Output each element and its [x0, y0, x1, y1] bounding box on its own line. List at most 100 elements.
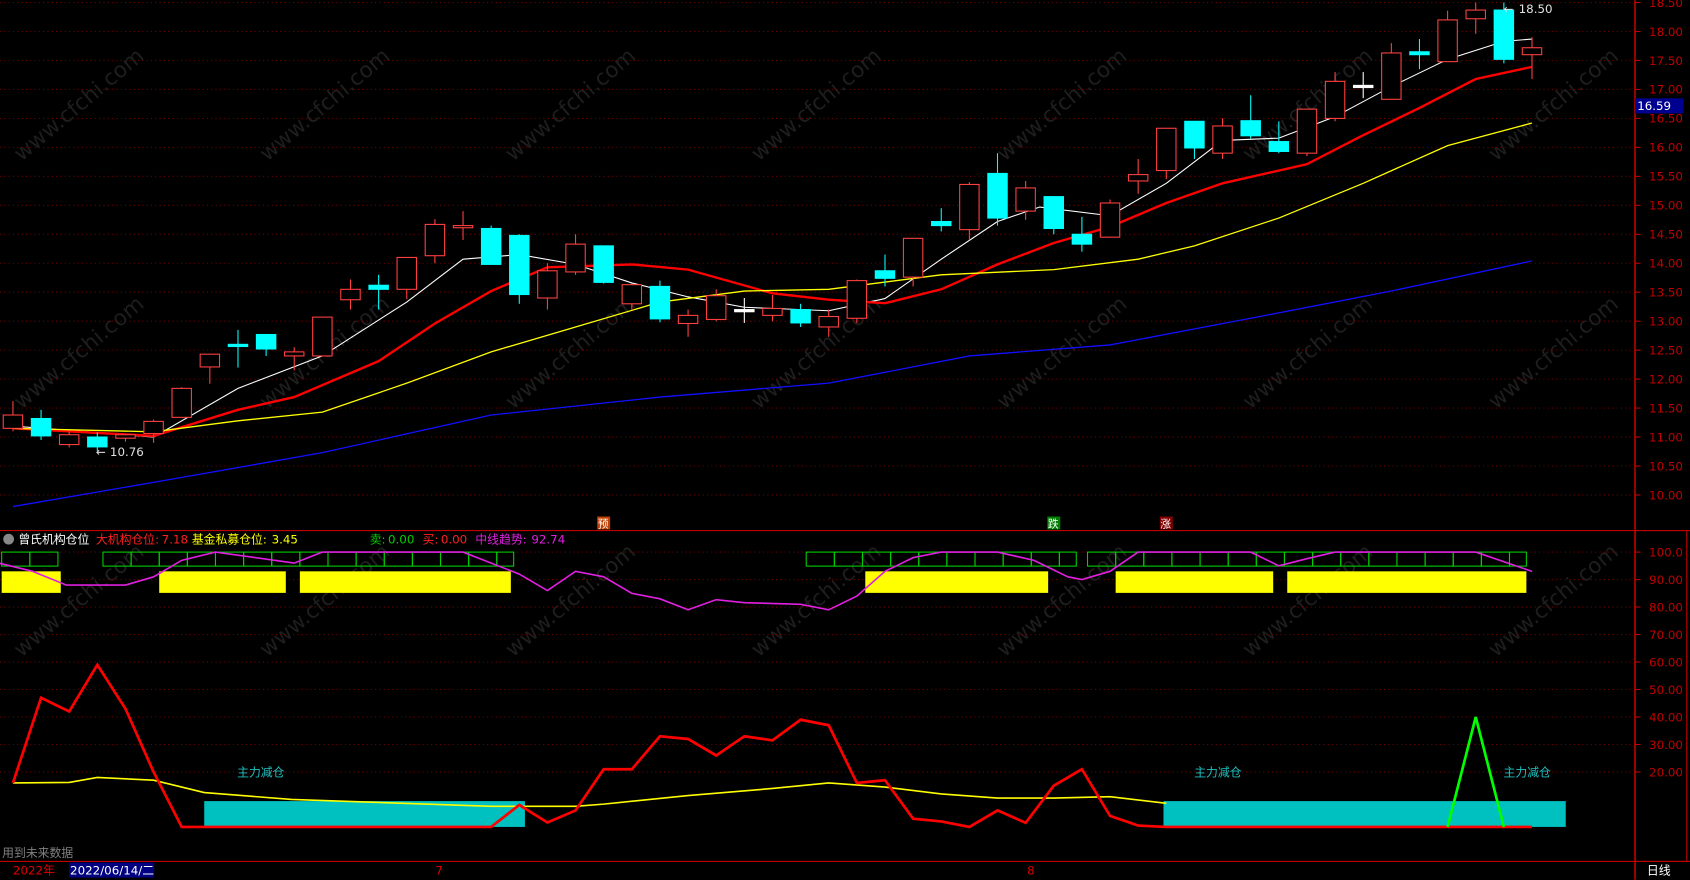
candle[interactable] — [1212, 118, 1233, 159]
candle-body — [115, 434, 136, 439]
candle[interactable] — [58, 431, 80, 448]
candle[interactable] — [1184, 120, 1205, 159]
candle[interactable] — [87, 432, 108, 451]
candle[interactable] — [874, 254, 896, 287]
candle[interactable] — [396, 256, 418, 300]
candle[interactable] — [818, 309, 839, 337]
candle[interactable] — [1381, 43, 1402, 100]
candle[interactable] — [1352, 72, 1374, 99]
collapse-icon[interactable] — [3, 533, 15, 545]
price-tick-label: 16.00 — [1649, 141, 1683, 155]
current-price: 16.59 — [1637, 99, 1671, 113]
candle-body — [677, 314, 699, 325]
indicator-tick-label: 100.0 — [1649, 545, 1683, 559]
candle[interactable] — [621, 283, 643, 310]
candle[interactable] — [1156, 127, 1177, 180]
cursor-date-highlight — [68, 862, 155, 878]
indicator-tick-label: 90.00 — [1649, 573, 1683, 587]
candle-body — [424, 223, 446, 257]
candle[interactable] — [846, 279, 868, 323]
big-institution-line — [11, 662, 1532, 829]
position-box — [1143, 551, 1173, 567]
candle[interactable] — [959, 182, 980, 241]
candle[interactable] — [1493, 2, 1515, 64]
watermark-layer: www.cfchi.com www.cfchi.com www.cfchi.com w… — [9, 44, 1623, 663]
candle[interactable] — [1240, 95, 1261, 139]
candle[interactable] — [199, 353, 221, 384]
candle[interactable] — [537, 263, 558, 310]
sell-value: 0.00 — [388, 532, 414, 546]
candle[interactable] — [1127, 158, 1149, 194]
position-box — [496, 551, 515, 567]
candle[interactable] — [30, 409, 52, 440]
candle-body — [874, 270, 896, 279]
high-price-label: 18.50 — [1519, 2, 1553, 16]
candle[interactable] — [734, 297, 755, 323]
candle[interactable] — [143, 419, 164, 443]
candle[interactable] — [312, 316, 333, 357]
candles[interactable] — [2, 2, 1543, 451]
signal-marker[interactable] — [597, 516, 611, 530]
position-box — [439, 551, 470, 567]
candle[interactable] — [593, 245, 614, 284]
candle[interactable] — [762, 295, 783, 322]
ma60-line — [12, 260, 1533, 508]
indicator-tick-label: 60.00 — [1649, 655, 1683, 669]
candle[interactable] — [284, 347, 305, 371]
candle[interactable] — [902, 237, 924, 287]
candle[interactable] — [705, 289, 727, 322]
signal-marker[interactable] — [1047, 516, 1061, 530]
position-box — [186, 551, 217, 567]
candle[interactable] — [227, 329, 249, 368]
candle[interactable] — [1043, 196, 1065, 235]
candle-body — [1493, 9, 1515, 60]
candle-body — [1521, 47, 1543, 56]
candle[interactable] — [1437, 10, 1458, 63]
candle[interactable] — [649, 280, 671, 323]
watermark: www.cfchi.com — [501, 539, 641, 662]
candle[interactable] — [1268, 121, 1290, 154]
candle[interactable] — [2, 401, 24, 432]
position-box — [1058, 551, 1077, 567]
candle[interactable] — [790, 303, 811, 327]
period-label[interactable]: 日线 — [1647, 863, 1671, 877]
candle[interactable] — [565, 234, 586, 275]
year-label: 2022年 — [13, 863, 55, 877]
candle[interactable] — [987, 153, 1008, 226]
candle[interactable] — [424, 219, 446, 264]
candle-body — [312, 316, 333, 357]
candle[interactable] — [1071, 216, 1093, 252]
candle[interactable] — [340, 279, 361, 310]
candle[interactable] — [509, 234, 530, 304]
high-arrow-icon: ← — [1504, 2, 1514, 16]
candle[interactable] — [452, 211, 474, 241]
watermark: www.cfchi.com — [1484, 44, 1624, 167]
position-box — [1255, 551, 1285, 567]
low-arrow-icon: ← — [96, 445, 106, 459]
signal-marker[interactable] — [1159, 516, 1173, 530]
candle[interactable] — [255, 333, 277, 356]
candle[interactable] — [115, 434, 136, 442]
watermark: www.cfchi.com — [9, 291, 149, 414]
candle-body — [1465, 9, 1486, 20]
candle[interactable] — [1015, 180, 1036, 220]
indicator-pane[interactable] — [0, 551, 1566, 829]
candle-body — [1324, 80, 1346, 119]
candle[interactable] — [480, 225, 502, 265]
candle[interactable] — [931, 208, 952, 232]
price-tick-label: 15.50 — [1649, 170, 1683, 184]
candle[interactable] — [677, 309, 699, 337]
price-tick-label: 15.00 — [1649, 199, 1683, 213]
candle[interactable] — [1409, 39, 1430, 70]
candle[interactable] — [171, 387, 192, 418]
candle[interactable] — [1465, 2, 1486, 34]
candle[interactable] — [1324, 72, 1346, 122]
candle[interactable] — [1099, 199, 1121, 238]
candle[interactable] — [1521, 37, 1543, 80]
price-tick-label: 11.50 — [1649, 401, 1683, 415]
candle[interactable] — [1296, 108, 1318, 157]
current-price-badge — [1635, 98, 1684, 114]
candle[interactable] — [368, 274, 389, 310]
candle-body — [649, 285, 671, 320]
